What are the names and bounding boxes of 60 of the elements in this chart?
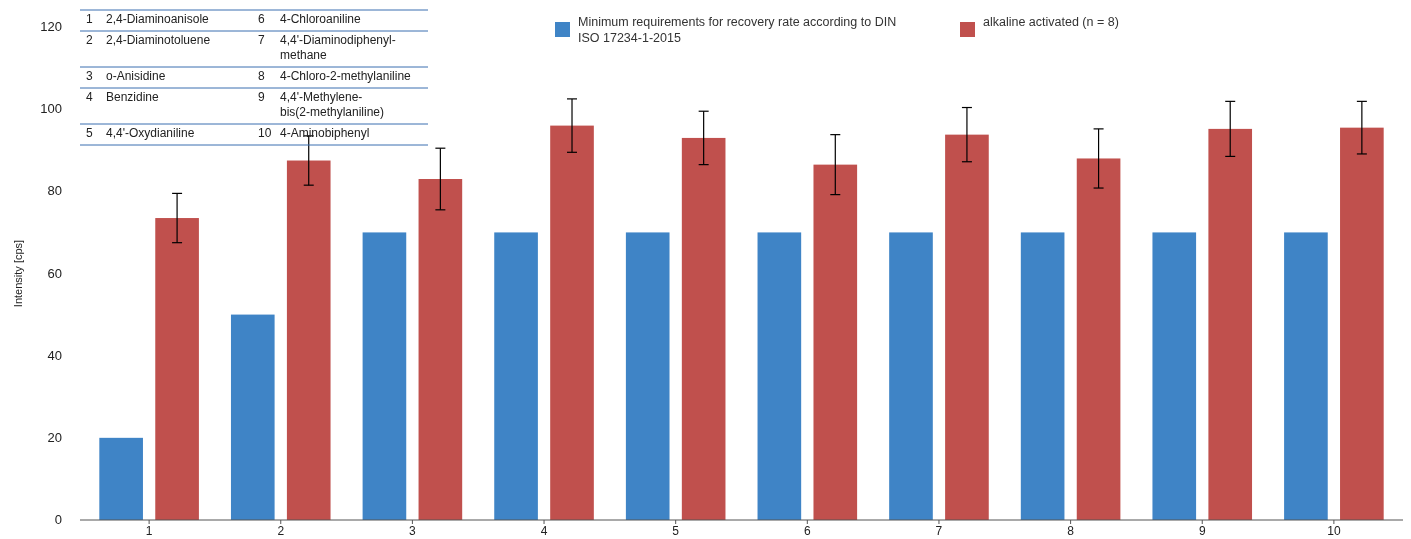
x-tick-label: 1 bbox=[145, 524, 153, 538]
bar bbox=[362, 232, 407, 520]
y-tick-label: 100 bbox=[40, 101, 62, 117]
x-tick-label: 6 bbox=[803, 524, 811, 538]
annotation: 5 bbox=[86, 126, 93, 140]
bar bbox=[625, 232, 670, 520]
annotation: 4-Aminobiphenyl bbox=[280, 126, 370, 140]
y-tick-label: 0 bbox=[54, 512, 62, 527]
annotation: 9 bbox=[258, 90, 265, 104]
x-tick-label: 4 bbox=[540, 524, 548, 538]
bar bbox=[550, 125, 594, 520]
bar bbox=[230, 314, 275, 520]
bar bbox=[286, 160, 331, 520]
bar bbox=[945, 134, 989, 520]
bar bbox=[418, 179, 463, 520]
bar bbox=[1284, 232, 1328, 520]
annotation: 4,4'-Diaminodiphenyl- methane bbox=[280, 33, 396, 62]
bar bbox=[1340, 127, 1384, 520]
y-tick-label: 80 bbox=[47, 183, 62, 199]
legend-label: alkaline activated (n = 8) bbox=[983, 14, 1120, 30]
x-tick-label: 10 bbox=[1327, 524, 1341, 538]
bar bbox=[99, 437, 143, 520]
x-tick-label: 3 bbox=[409, 524, 417, 538]
annotation: 7 bbox=[258, 33, 265, 47]
bar bbox=[757, 232, 802, 520]
x-tick-label: 9 bbox=[1198, 524, 1206, 538]
text: 1 bbox=[86, 12, 93, 26]
annotation: 2,4-Diaminotoluene bbox=[106, 33, 211, 47]
y-axis-title: Intensity [cps] bbox=[12, 239, 24, 308]
y-tick-label: 20 bbox=[47, 429, 62, 445]
text: 6 bbox=[258, 12, 265, 26]
annotation: 8 bbox=[258, 69, 265, 83]
bar bbox=[1152, 232, 1197, 520]
annotation: 4 bbox=[86, 90, 93, 104]
annotation: Benzidine bbox=[106, 90, 160, 104]
text: 2,4-Diaminoanisole bbox=[106, 12, 210, 26]
bar bbox=[1208, 128, 1253, 520]
y-tick-label: 40 bbox=[47, 347, 62, 363]
x-tick-label: 5 bbox=[672, 524, 680, 538]
annotation: 4-Chloro-2-methylaniline bbox=[280, 69, 412, 83]
y-tick-label: 60 bbox=[47, 265, 62, 281]
x-tick-label: 7 bbox=[935, 524, 943, 538]
annotation: o-Anisidine bbox=[106, 69, 166, 83]
legend-label: Minimum requirements for recovery rate according to DIN ISO 17234-1-2015 bbox=[578, 14, 898, 46]
annotation: 4,4'-Oxydianiline bbox=[106, 126, 195, 140]
annotation: 10 bbox=[258, 126, 272, 140]
annotation: 4,4'-Methylene- bis(2-methylaniline) bbox=[280, 90, 385, 119]
bar bbox=[1076, 158, 1121, 520]
x-tick-label: 8 bbox=[1067, 524, 1075, 538]
bar bbox=[813, 164, 858, 520]
bar bbox=[155, 218, 199, 520]
bar bbox=[681, 137, 726, 520]
text: 4-Chloroaniline bbox=[280, 12, 362, 26]
bar bbox=[889, 232, 933, 520]
y-tick-label: 120 bbox=[40, 19, 62, 34]
x-tick-label: 2 bbox=[277, 524, 285, 538]
annotation: 2 bbox=[86, 33, 93, 47]
annotation: 3 bbox=[86, 69, 93, 83]
bar bbox=[1020, 232, 1065, 520]
bar bbox=[494, 232, 538, 520]
